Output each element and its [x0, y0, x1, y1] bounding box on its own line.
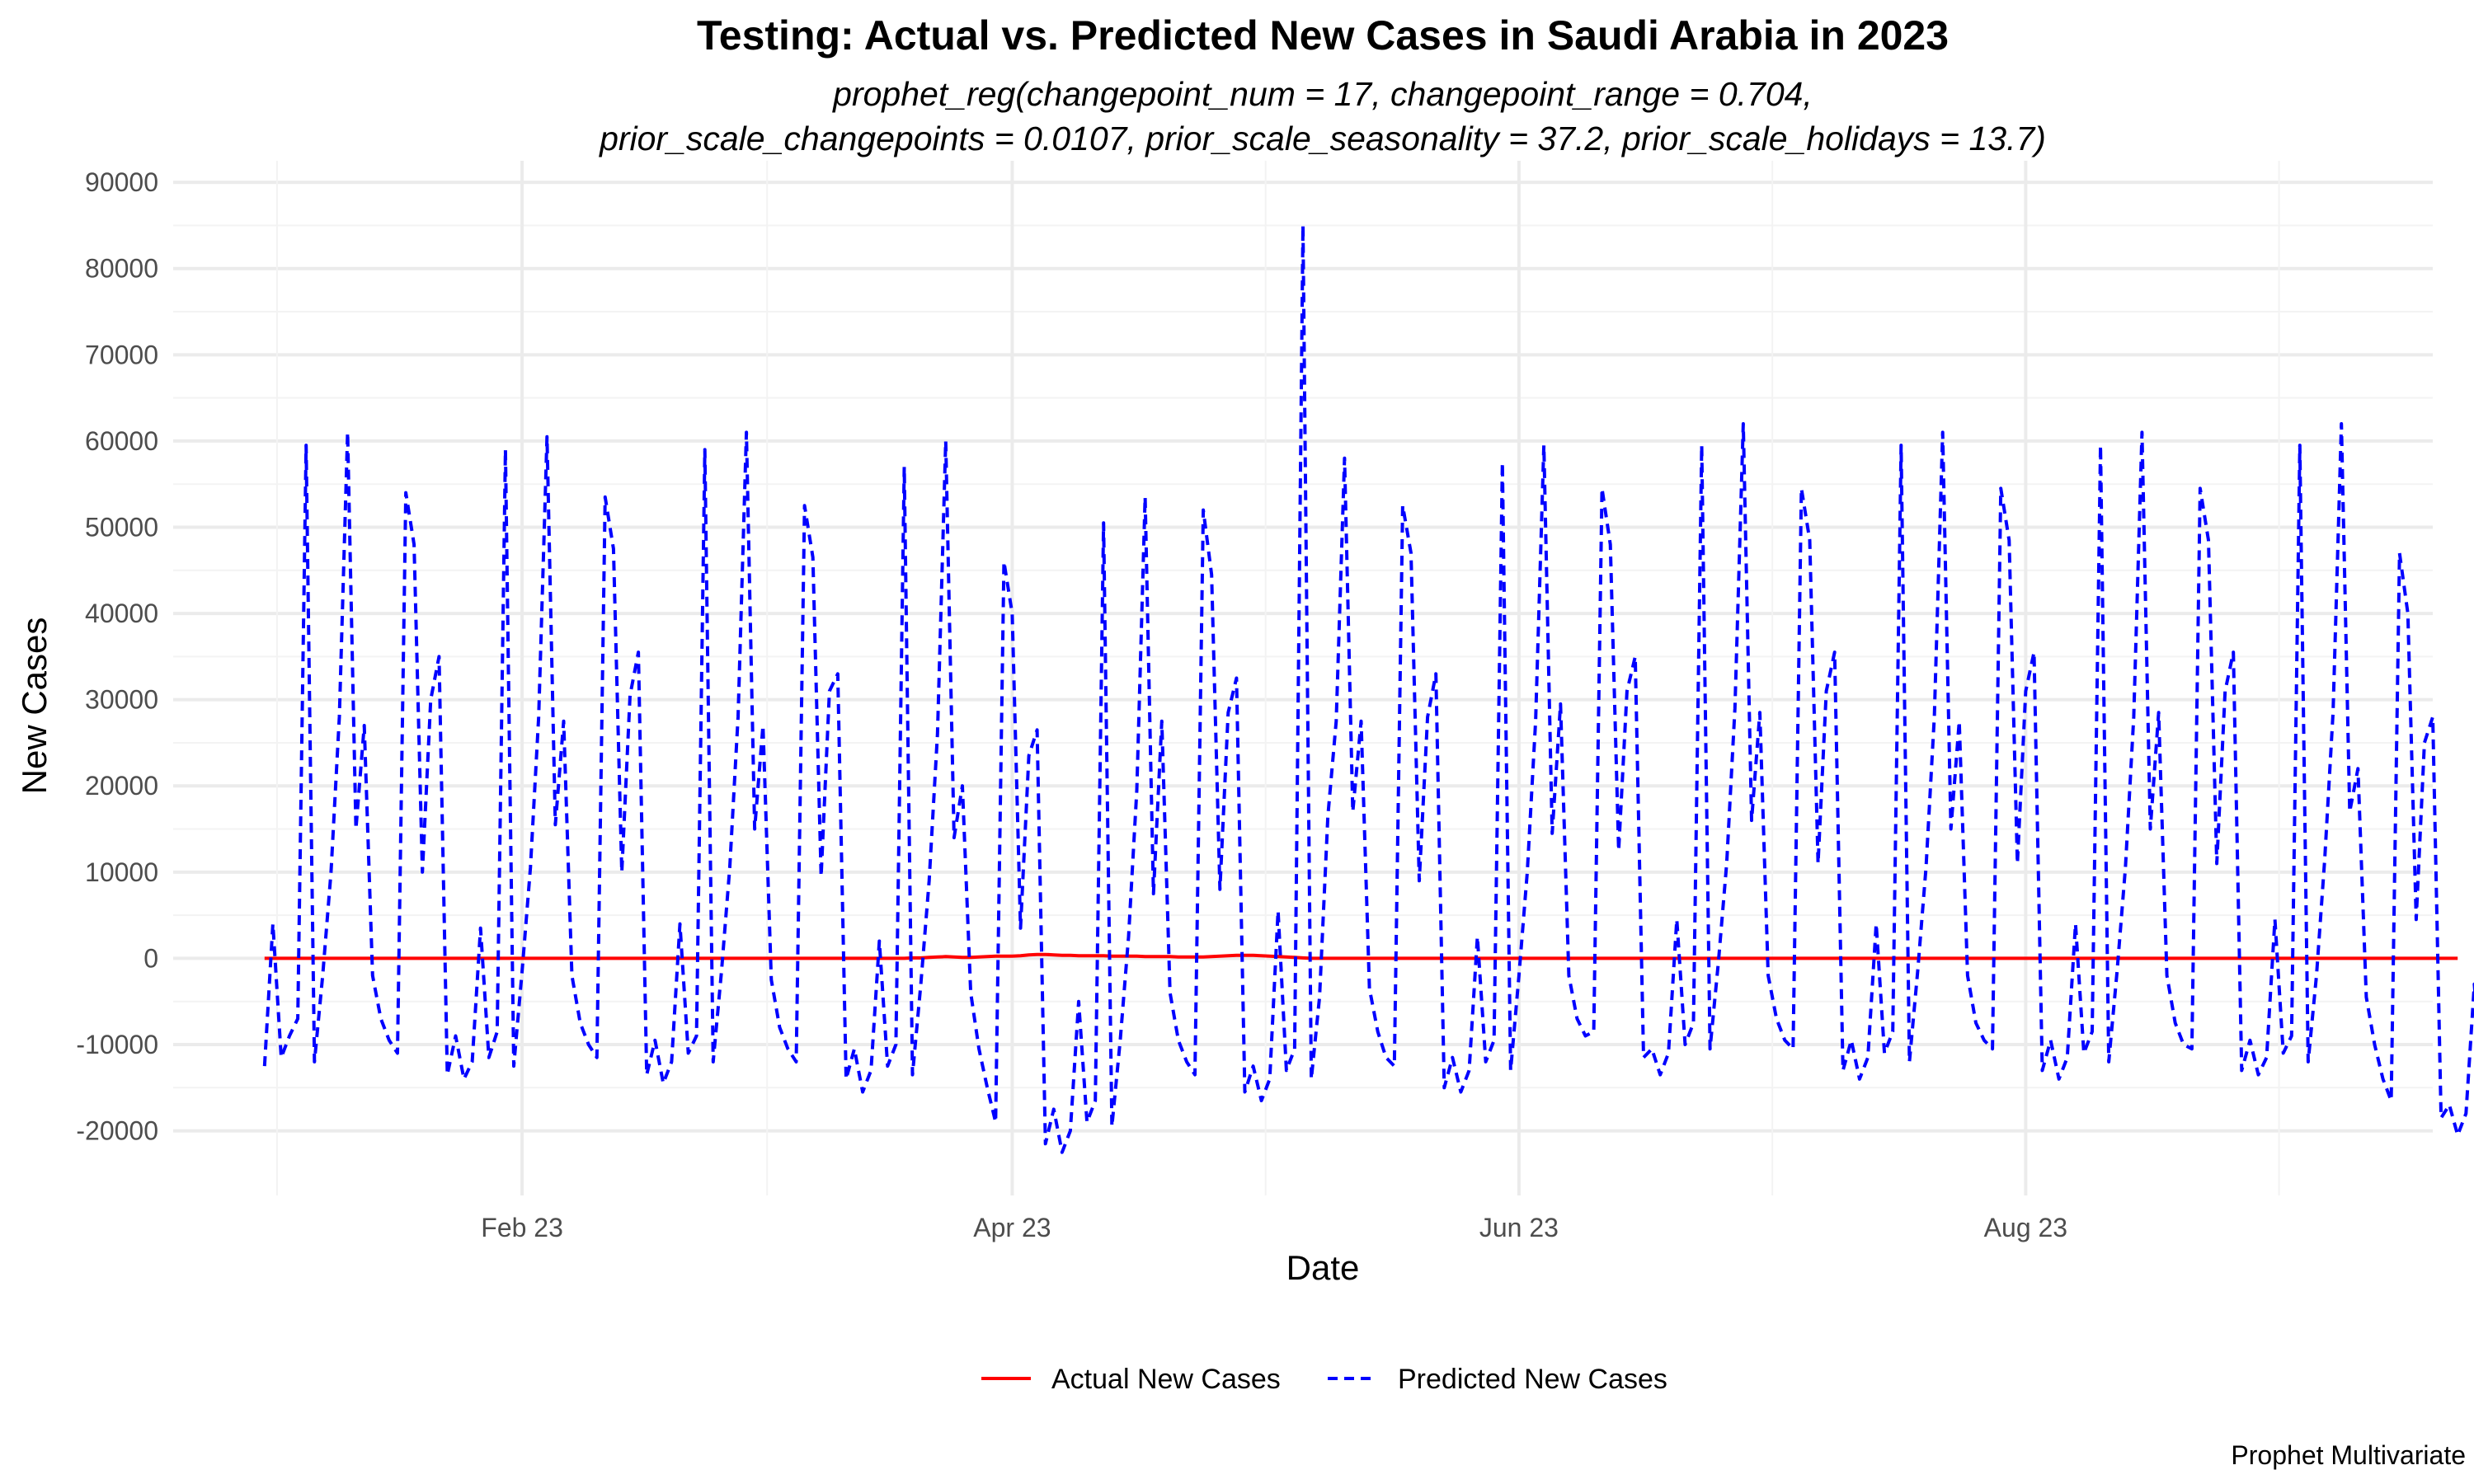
x-axis-title: Date: [1286, 1248, 1360, 1287]
x-tick-label: Apr 23: [973, 1213, 1051, 1242]
y-axis-title: New Cases: [15, 618, 54, 795]
chart-title: Testing: Actual vs. Predicted New Cases …: [697, 12, 1949, 59]
x-tick-label: Jun 23: [1479, 1213, 1559, 1242]
y-tick-label: 20000: [85, 771, 158, 801]
chart-subtitle-line-2: prior_scale_changepoints = 0.0107, prior…: [598, 120, 2046, 157]
x-axis-ticks: Feb 23 Apr 23 Jun 23 Aug 23: [481, 1213, 2067, 1242]
y-tick-label: 40000: [85, 599, 158, 628]
y-tick-label: 10000: [85, 857, 158, 887]
y-tick-label: 0: [143, 943, 158, 973]
legend-label-predicted: Predicted New Cases: [1398, 1364, 1667, 1395]
legend-label-actual: Actual New Cases: [1051, 1364, 1281, 1395]
legend: Actual New Cases Predicted New Cases: [981, 1364, 1667, 1395]
x-tick-label: Feb 23: [481, 1213, 563, 1242]
y-tick-label: 90000: [85, 167, 158, 197]
plot-series: [262, 223, 2474, 1154]
y-tick-label: 50000: [85, 512, 158, 542]
y-tick-label: 80000: [85, 254, 158, 284]
y-tick-label: 70000: [85, 340, 158, 369]
y-tick-label: 60000: [85, 426, 158, 456]
chart-caption: Prophet Multivariate: [2231, 1440, 2466, 1470]
y-tick-label: -10000: [76, 1030, 158, 1059]
series-line-actual: [264, 952, 2458, 960]
y-axis-ticks: -20000 -10000 0 10000 20000 30000 40000 50000 60…: [76, 167, 158, 1145]
y-tick-label: -20000: [76, 1116, 158, 1146]
x-tick-label: Aug 23: [1984, 1213, 2067, 1242]
chart-subtitle-line-1: prophet_reg(changepoint_num = 17, change…: [831, 75, 1813, 113]
y-tick-label: 30000: [85, 685, 158, 715]
